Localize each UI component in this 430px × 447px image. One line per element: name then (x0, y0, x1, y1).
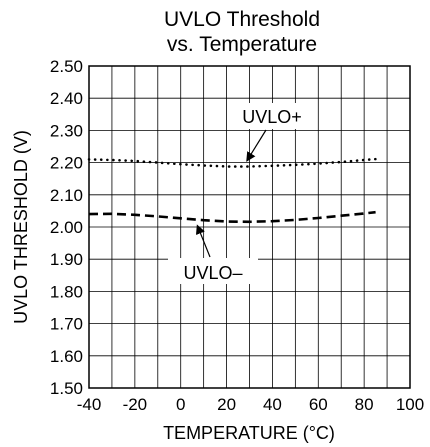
y-tick-label: 1.90 (50, 250, 83, 269)
x-tick-label: 60 (309, 395, 328, 414)
tick-labels: -40 -20 0 20 40 60 80 100 1.50 1.60 1.70 1.80 1.90 2.… (50, 57, 424, 414)
plot-frame (88, 65, 411, 389)
x-tick-label: -40 (77, 395, 102, 414)
annotations: UVLO+ UVLO– (168, 103, 315, 284)
y-tick-label: 2.50 (50, 57, 83, 76)
y-tick-label: 2.20 (50, 154, 83, 173)
y-tick-label: 1.80 (50, 282, 83, 301)
x-tick-label: -20 (123, 395, 148, 414)
y-tick-label: 1.70 (50, 315, 83, 334)
annotation-uvlo-plus-arrow (246, 129, 267, 162)
series-uvlo-minus-line (88, 210, 376, 224)
annotation-uvlo-minus: UVLO– (183, 263, 242, 283)
y-tick-label: 1.60 (50, 347, 83, 366)
y-axis-label: UVLO THRESHOLD (V) (11, 130, 31, 324)
annotation-uvlo-minus-bg (168, 258, 258, 284)
x-tick-label: 0 (176, 395, 185, 414)
x-axis-label: TEMPERATURE (°C) (163, 423, 335, 443)
y-tick-label: 2.30 (50, 121, 83, 140)
annotation-uvlo-plus: UVLO+ (242, 107, 302, 127)
y-tick-label: 2.10 (50, 186, 83, 205)
x-tick-label: 80 (355, 395, 374, 414)
chart-title-line-1: UVLO Threshold (164, 8, 320, 31)
x-tick-label: 20 (217, 395, 236, 414)
annotation-uvlo-plus-bg (229, 103, 315, 129)
x-tick-label: 40 (263, 395, 282, 414)
chart-title-line-2: vs. Temperature (167, 33, 317, 56)
series-uvlo-plus-line (87, 157, 377, 168)
x-tick-label: 100 (396, 395, 424, 414)
annotation-uvlo-minus-arrow (195, 224, 211, 258)
grid-lines (88, 65, 411, 389)
y-tick-label: 2.40 (50, 89, 83, 108)
y-tick-label: 1.50 (50, 379, 83, 398)
y-tick-label: 2.00 (50, 218, 83, 237)
data-series (87, 157, 377, 224)
